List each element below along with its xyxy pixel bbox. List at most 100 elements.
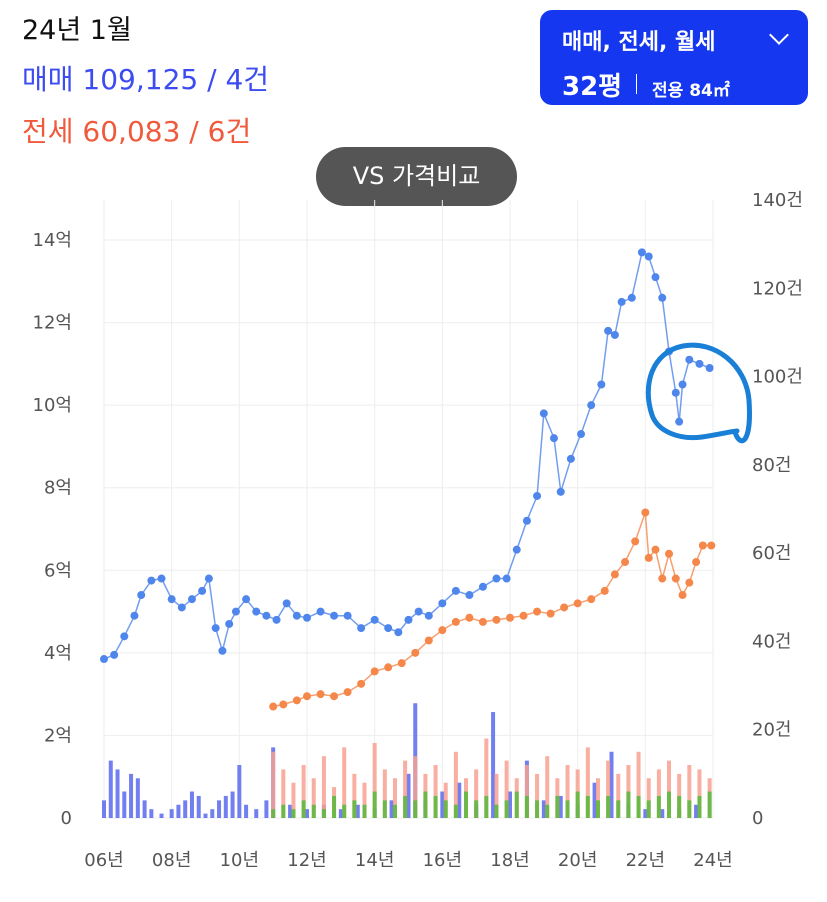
deal-type-size-selector[interactable]: 매매, 전세, 월세 32평 전용 84㎡ xyxy=(540,10,808,105)
x-tick-label: 12년 xyxy=(287,850,326,871)
price-point xyxy=(465,613,474,622)
price-point xyxy=(658,293,667,302)
price-point xyxy=(231,607,240,616)
price-point xyxy=(604,326,613,335)
volume-bar xyxy=(102,800,106,818)
volume-bar xyxy=(524,765,529,818)
volume-bar xyxy=(535,773,540,818)
y-left-tick-label: 2억 xyxy=(44,725,72,746)
volume-bar xyxy=(142,800,147,818)
volume-bar xyxy=(646,800,651,818)
x-tick-label: 06년 xyxy=(84,850,123,871)
price-point xyxy=(566,454,575,463)
divider xyxy=(636,74,637,94)
price-point xyxy=(110,650,119,659)
volume-bar xyxy=(474,769,479,818)
price-point xyxy=(533,607,542,616)
price-point xyxy=(678,591,687,600)
volume-bar xyxy=(484,795,489,818)
volume-bar xyxy=(606,760,611,818)
price-point xyxy=(698,541,707,550)
volume-bar xyxy=(545,804,550,818)
price-point xyxy=(492,615,501,624)
x-tick-label: 18년 xyxy=(490,850,529,871)
sale-summary: 매매 109,125 / 4건 xyxy=(22,63,270,96)
volume-bar xyxy=(616,800,621,818)
price-point xyxy=(539,409,548,418)
price-point xyxy=(157,574,166,583)
price-point xyxy=(316,607,325,616)
price-point xyxy=(343,688,352,697)
volume-bar xyxy=(585,747,590,818)
volume-bar xyxy=(677,795,682,818)
volume-bar xyxy=(196,795,201,818)
volume-bar xyxy=(271,751,276,818)
y-left-tick-label: 14억 xyxy=(33,230,72,251)
price-point xyxy=(617,297,626,306)
price-point xyxy=(397,659,406,668)
jeonse-summary: 전세 60,083 / 6건 xyxy=(22,115,252,148)
volume-bar xyxy=(423,791,428,818)
hand-drawn-circle-annotation xyxy=(645,342,752,444)
price-point xyxy=(577,430,586,439)
y-left-tick-label: 4억 xyxy=(44,643,72,664)
volume-bar xyxy=(636,751,641,818)
price-point xyxy=(671,388,680,397)
volume-bar xyxy=(413,800,418,818)
x-tick-label: 16년 xyxy=(423,850,462,871)
volume-bar xyxy=(491,712,496,818)
volume-bar xyxy=(332,795,337,818)
volume-bar xyxy=(508,791,512,818)
price-point xyxy=(644,553,653,562)
price-point xyxy=(438,626,447,635)
price-point xyxy=(279,700,288,709)
volume-bar xyxy=(352,800,357,818)
price-point xyxy=(685,578,694,587)
y-right-tick-label: 100건 xyxy=(752,367,803,388)
price-point xyxy=(671,574,680,583)
price-point xyxy=(130,611,139,620)
volume-bar xyxy=(254,809,259,818)
volume-bar xyxy=(311,778,316,818)
volume-bar xyxy=(433,795,438,818)
volume-bar xyxy=(169,809,174,818)
price-point xyxy=(651,545,660,554)
volume-bar xyxy=(535,800,540,818)
price-point xyxy=(610,570,619,579)
volume-bar xyxy=(288,804,293,818)
price-point xyxy=(685,355,694,364)
volume-bar xyxy=(217,800,222,818)
price-point xyxy=(587,401,596,410)
volume-bar xyxy=(403,795,408,818)
volume-bar xyxy=(183,800,188,818)
x-tick-label: 20년 xyxy=(558,850,597,871)
y-right-tick-label: 20건 xyxy=(752,720,791,741)
volume-bar xyxy=(656,769,661,818)
price-point xyxy=(100,655,108,664)
volume-bar xyxy=(565,800,570,818)
volume-bar xyxy=(660,809,665,818)
volume-bar xyxy=(504,800,509,818)
price-point xyxy=(343,611,352,620)
volume-bar xyxy=(223,795,228,818)
y-left-tick-label: 12억 xyxy=(33,313,72,334)
grid-lines xyxy=(103,200,714,819)
volume-bar xyxy=(504,760,509,818)
volume-bar xyxy=(149,809,154,818)
price-point xyxy=(137,591,146,600)
volume-bar xyxy=(545,756,550,818)
volume-bar xyxy=(352,773,357,818)
volume-bar xyxy=(281,769,286,818)
volume-bar xyxy=(646,778,651,818)
y-right-tick-label: 60건 xyxy=(752,543,791,564)
price-point xyxy=(519,611,528,620)
price-line xyxy=(103,251,710,660)
volume-bar xyxy=(382,800,387,818)
y-left-tick-label: 8억 xyxy=(44,478,72,499)
price-point xyxy=(198,586,207,595)
price-point xyxy=(292,611,301,620)
vs-compare-button[interactable]: VS 가격비교 xyxy=(316,147,517,206)
price-point xyxy=(465,591,474,600)
price-point xyxy=(492,574,501,583)
volume-bar xyxy=(565,765,570,818)
